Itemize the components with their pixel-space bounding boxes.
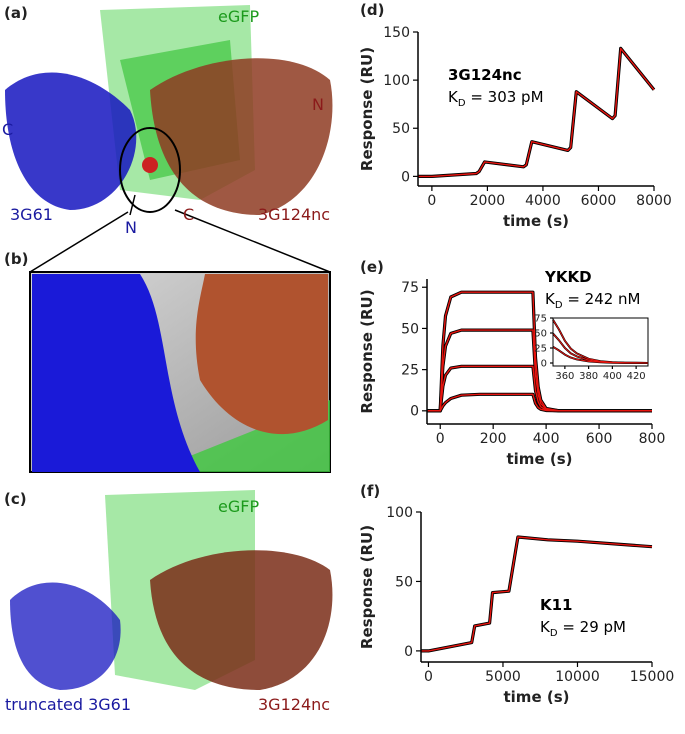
data-line	[418, 47, 655, 178]
x-tick-label: 400	[533, 431, 560, 447]
kd-label: KD = 303 pM	[448, 88, 544, 109]
panel-label: (f)	[360, 482, 380, 500]
data-line	[427, 329, 652, 412]
y-tick-label: 50	[392, 121, 410, 137]
kd-subscript: D	[550, 628, 558, 639]
x-axis-label: time (s)	[507, 450, 573, 468]
panel-label: (b)	[4, 250, 28, 268]
kd-text: = 303 pM	[466, 88, 544, 106]
panel-label: (c)	[4, 490, 27, 508]
y-tick-label: 0	[401, 169, 410, 185]
data-line	[427, 291, 652, 412]
kd-label: KD = 29 pM	[540, 618, 626, 639]
panel-label: (a)	[4, 4, 28, 22]
kd-text: = 242 nM	[563, 290, 641, 308]
y-tick-label: 25	[534, 344, 547, 355]
x-tick-label: 200	[480, 431, 507, 447]
terminus-label: N	[125, 218, 137, 237]
kd-text: = 29 pM	[558, 618, 626, 636]
data-line	[421, 536, 653, 652]
x-tick-label: 5000	[485, 669, 521, 685]
x-axis-label: time (s)	[504, 688, 570, 706]
terminus-label: C	[183, 205, 194, 224]
y-tick-label: 50	[395, 574, 413, 590]
x-tick-label: 400	[603, 371, 622, 382]
x-tick-label: 2000	[470, 193, 506, 209]
x-tick-label: 380	[579, 371, 598, 382]
annotation: K11	[540, 596, 573, 614]
x-tick-label: 8000	[636, 193, 672, 209]
x-tick-label: 0	[427, 193, 436, 209]
panel-label: (d)	[360, 1, 384, 19]
data-line	[427, 365, 652, 412]
annotation: YKKD	[544, 268, 592, 286]
kd-symbol: K	[540, 618, 551, 636]
terminus-label: C	[2, 120, 13, 139]
y-axis-label: Response (RU)	[358, 289, 376, 413]
y-tick-label: 25	[401, 363, 419, 379]
y-tick-label: 100	[383, 73, 410, 89]
x-tick-label: 420	[627, 371, 646, 382]
protein-label: eGFP	[218, 497, 259, 516]
protein-label: eGFP	[218, 7, 259, 26]
y-tick-label: 50	[534, 329, 547, 340]
structure-c	[10, 490, 333, 690]
y-tick-label: 0	[541, 359, 547, 370]
structure-a	[5, 5, 333, 216]
x-tick-label: 4000	[525, 193, 561, 209]
kd-symbol: K	[448, 88, 459, 106]
y-axis-label: Response (RU)	[358, 525, 376, 649]
data-line	[427, 393, 652, 412]
data-line	[552, 346, 649, 364]
structure-b	[29, 271, 331, 473]
y-axis-label: Response (RU)	[358, 47, 376, 171]
y-tick-label: 0	[410, 404, 419, 420]
y-tick-label: 50	[401, 321, 419, 337]
x-tick-label: 800	[639, 431, 666, 447]
protein-label: 3G124nc	[258, 695, 330, 714]
x-tick-label: 15000	[630, 669, 675, 685]
kd-subscript: D	[458, 98, 466, 109]
x-tick-label: 0	[424, 669, 433, 685]
x-axis-label: time (s)	[503, 212, 569, 230]
panel-label: (e)	[360, 258, 384, 276]
y-tick-label: 0	[404, 644, 413, 660]
y-tick-label: 150	[383, 25, 410, 41]
y-tick-label: 75	[401, 280, 419, 296]
x-tick-label: 600	[586, 431, 613, 447]
y-tick-label: 100	[386, 505, 413, 521]
annotation: 3G124nc	[448, 66, 522, 84]
x-tick-label: 6000	[581, 193, 617, 209]
y-tick-label: 75	[534, 314, 547, 325]
x-tick-label: 360	[555, 371, 574, 382]
kd-symbol: K	[545, 290, 556, 308]
terminus-label: N	[312, 95, 324, 114]
kd-label: KD = 242 nM	[545, 290, 641, 311]
x-tick-label: 0	[436, 431, 445, 447]
inset-frame	[552, 317, 649, 367]
x-tick-label: 10000	[555, 669, 600, 685]
protein-label: truncated 3G61	[5, 695, 131, 714]
kd-subscript: D	[555, 300, 563, 311]
protein-label: 3G61	[10, 205, 53, 224]
protein-label: 3G124nc	[258, 205, 330, 224]
